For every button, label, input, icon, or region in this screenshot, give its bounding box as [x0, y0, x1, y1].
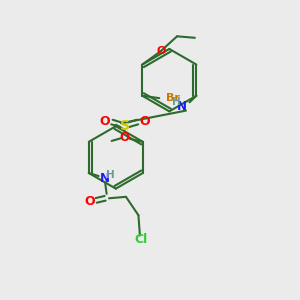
Text: O: O	[156, 46, 165, 56]
Text: O: O	[119, 131, 129, 144]
Text: N: N	[100, 172, 110, 185]
Text: H: H	[106, 169, 115, 179]
Text: O: O	[139, 115, 150, 128]
Text: H: H	[172, 97, 181, 107]
Text: O: O	[84, 195, 95, 208]
Text: S: S	[120, 118, 130, 133]
Text: N: N	[176, 100, 187, 113]
Text: Cl: Cl	[135, 232, 148, 245]
Text: Br: Br	[166, 93, 180, 103]
Text: O: O	[100, 115, 110, 128]
